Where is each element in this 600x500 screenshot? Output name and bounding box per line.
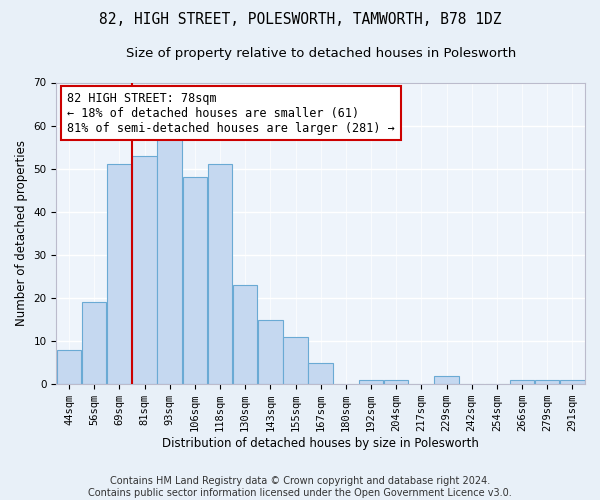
Bar bbox=[157, 138, 182, 384]
Bar bbox=[208, 164, 232, 384]
Title: Size of property relative to detached houses in Polesworth: Size of property relative to detached ho… bbox=[125, 48, 516, 60]
Bar bbox=[82, 302, 106, 384]
Bar bbox=[57, 350, 81, 384]
X-axis label: Distribution of detached houses by size in Polesworth: Distribution of detached houses by size … bbox=[162, 437, 479, 450]
Y-axis label: Number of detached properties: Number of detached properties bbox=[15, 140, 28, 326]
Bar bbox=[308, 362, 333, 384]
Bar bbox=[182, 178, 207, 384]
Bar bbox=[560, 380, 584, 384]
Bar bbox=[132, 156, 157, 384]
Text: Contains HM Land Registry data © Crown copyright and database right 2024.
Contai: Contains HM Land Registry data © Crown c… bbox=[88, 476, 512, 498]
Bar bbox=[510, 380, 534, 384]
Bar bbox=[258, 320, 283, 384]
Bar bbox=[359, 380, 383, 384]
Text: 82 HIGH STREET: 78sqm
← 18% of detached houses are smaller (61)
81% of semi-deta: 82 HIGH STREET: 78sqm ← 18% of detached … bbox=[67, 92, 395, 134]
Bar bbox=[107, 164, 131, 384]
Bar bbox=[434, 376, 459, 384]
Bar bbox=[233, 285, 257, 384]
Bar bbox=[384, 380, 409, 384]
Bar bbox=[283, 337, 308, 384]
Bar bbox=[535, 380, 559, 384]
Text: 82, HIGH STREET, POLESWORTH, TAMWORTH, B78 1DZ: 82, HIGH STREET, POLESWORTH, TAMWORTH, B… bbox=[99, 12, 501, 28]
